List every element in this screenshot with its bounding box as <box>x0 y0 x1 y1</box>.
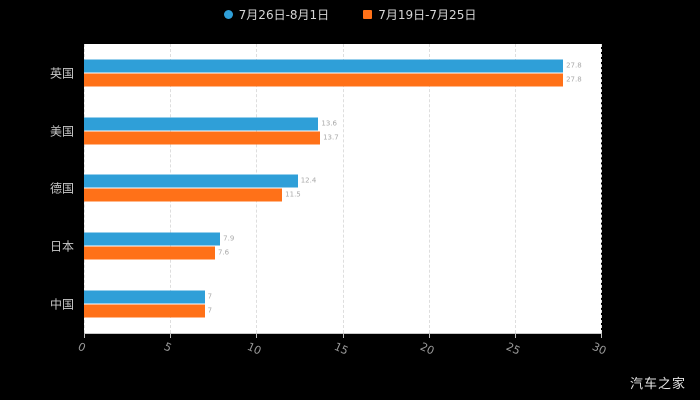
bar-7月26日-8月1日[interactable] <box>84 59 564 73</box>
plot-area: 英国 27.8 27.8 美国 13.6 13.7 德国 12.4 11.5 日本 7.9 7.6 中国… <box>50 44 602 334</box>
tick-mark <box>256 333 258 338</box>
gridline <box>170 44 172 333</box>
gridline <box>342 44 344 333</box>
legend: 7月26日-8月1日 7月19日-7月25日 <box>0 6 700 23</box>
legend-marker-square-icon <box>363 10 373 19</box>
bar-7月19日-7月25日[interactable] <box>84 131 321 145</box>
tick-label: 0 <box>75 340 88 355</box>
category-label: 德国 <box>49 181 74 196</box>
tick-label: 15 <box>331 340 350 358</box>
bar-value-label: 12.4 <box>300 176 317 185</box>
bar-7月19日-7月25日[interactable] <box>84 73 564 87</box>
tick-mark <box>84 333 85 338</box>
tick-mark <box>601 333 602 338</box>
bar-value-label: 27.8 <box>566 75 582 84</box>
gridline <box>256 44 258 333</box>
tick-label: 20 <box>417 340 436 358</box>
legend-item-series1[interactable]: 7月26日-8月1日 <box>223 6 330 23</box>
bar-row: 美国 13.6 13.7 <box>50 102 601 160</box>
category-label: 中国 <box>49 297 74 312</box>
gridline <box>514 44 516 333</box>
category-label: 英国 <box>49 66 74 81</box>
legend-marker-circle-icon <box>223 10 233 19</box>
legend-item-series2[interactable]: 7月19日-7月25日 <box>363 6 476 23</box>
bar-value-label: 7 <box>207 292 213 301</box>
bar-7月26日-8月1日[interactable] <box>84 232 221 246</box>
bar-value-label: 7.9 <box>223 234 235 243</box>
bar-value-label: 7 <box>207 306 213 315</box>
tick-mark <box>170 333 172 338</box>
bar-7月26日-8月1日[interactable] <box>84 174 298 188</box>
bar-7月26日-8月1日[interactable] <box>84 117 319 131</box>
tick-mark <box>342 333 344 338</box>
bar-7月19日-7月25日[interactable] <box>84 304 205 318</box>
tick-mark <box>428 333 430 338</box>
bar-7月26日-8月1日[interactable] <box>84 290 205 304</box>
bar-value-label: 11.5 <box>285 190 301 199</box>
category-label: 日本 <box>49 239 74 254</box>
gridline <box>428 44 430 333</box>
legend-label: 7月26日-8月1日 <box>238 8 330 22</box>
bar-7月19日-7月25日[interactable] <box>84 246 215 260</box>
bar-value-label: 7.6 <box>217 248 230 257</box>
tick-label: 5 <box>162 340 174 355</box>
bar-row: 英国 27.8 27.8 <box>50 44 601 102</box>
bar-7月19日-7月25日[interactable] <box>84 188 283 202</box>
bar-value-label: 27.8 <box>566 61 582 70</box>
bar-rows: 英国 27.8 27.8 美国 13.6 13.7 德国 12.4 11.5 日本 7.9 7.6 中国… <box>50 44 601 333</box>
gridline <box>84 44 85 333</box>
legend-label: 7月19日-7月25日 <box>378 8 477 22</box>
bar-value-label: 13.6 <box>321 119 337 128</box>
tick-mark <box>514 333 516 338</box>
tick-label: 10 <box>245 340 264 358</box>
bar-row: 日本 7.9 7.6 <box>50 217 601 275</box>
bar-value-label: 13.7 <box>323 133 339 142</box>
category-label: 美国 <box>49 124 74 139</box>
bar-row: 中国 7 7 <box>50 275 601 333</box>
watermark: 汽车之家 <box>629 377 686 392</box>
tick-label: 25 <box>503 340 523 358</box>
bar-row: 德国 12.4 11.5 <box>50 160 601 218</box>
gridline <box>601 44 602 333</box>
tick-label: 30 <box>590 340 609 358</box>
x-axis: 0 5 10 15 20 25 30 <box>76 333 608 373</box>
